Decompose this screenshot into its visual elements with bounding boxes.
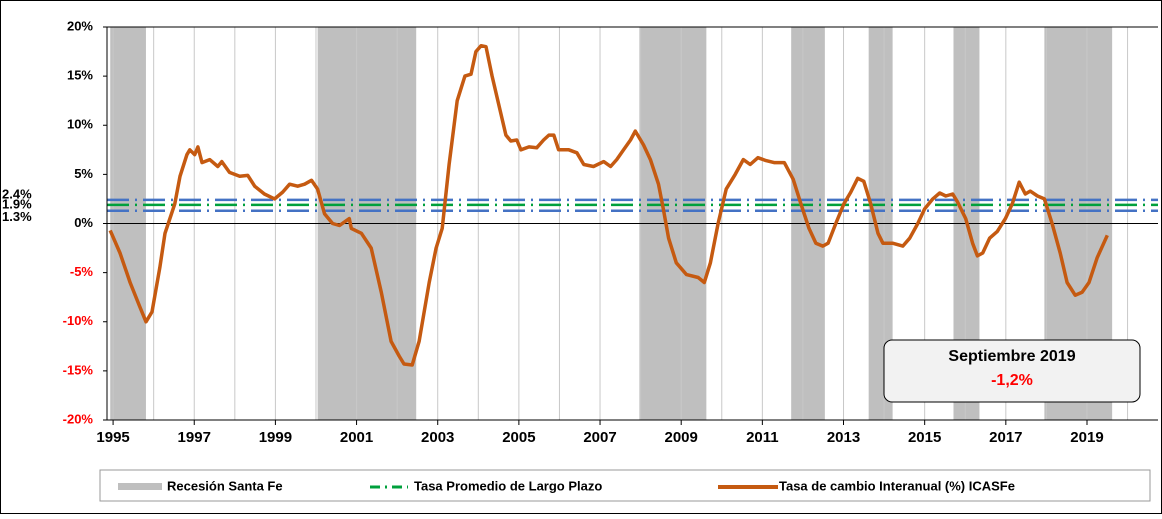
x-tick-label: 2009 [665,429,698,446]
annotation-title: Septiembre 2019 [948,348,1075,365]
x-tick-label: 2001 [340,429,373,446]
y-tick-label: 0% [74,215,93,230]
x-tick-label: 2011 [746,429,779,446]
x-tick-label: 2013 [827,429,860,446]
reference-label: 2.4% [2,186,32,201]
y-tick-label: -20% [63,411,94,426]
reference-label: 1.3% [2,209,32,224]
x-tick-label: 2003 [421,429,454,446]
y-tick-label: 20% [67,18,93,33]
legend-swatch [118,483,162,490]
y-tick-label: 5% [74,166,93,181]
y-tick-label: 10% [67,117,93,132]
x-tick-label: 2005 [502,429,535,446]
y-tick-label: -15% [63,362,94,377]
data-line [108,43,1109,367]
x-tick-label: 2007 [583,429,616,446]
legend-label: Tasa de cambio Interanual (%) ICASFe [779,478,1015,493]
x-tick-label: 2019 [1070,429,1103,446]
x-tick-label: 1997 [178,429,211,446]
x-tick-label: 2017 [989,429,1022,446]
y-tick-label: -10% [63,313,94,328]
legend [99,469,1151,502]
annotation-text: -1,2% [991,372,1033,389]
x-tick-label: 1995 [96,429,129,446]
legend-label: Tasa Promedio de Largo Plazo [414,478,602,493]
reference-label: 1.9% [2,196,32,211]
y-tick-label: -5% [70,264,94,279]
x-tick-label: 2015 [908,429,941,446]
x-tick-label: 1999 [259,429,292,446]
y-tick-label: 15% [67,68,93,83]
annotation-box [883,339,1141,403]
legend-label: Recesión Santa Fe [167,478,283,493]
